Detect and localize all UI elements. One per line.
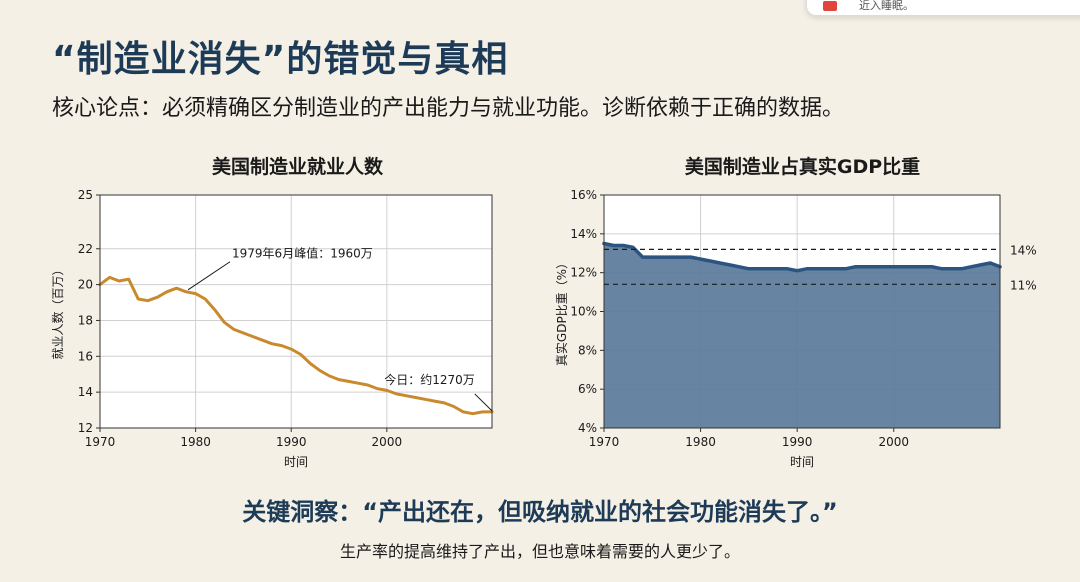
y-tick-label: 22 [78,242,93,256]
y-tick-label: 16 [78,349,93,363]
y-tick-label: 8% [578,343,597,357]
y-tick-label: 14% [570,227,597,241]
plot-frame [99,194,493,429]
today-annotation: 今日：约1270万 [384,372,475,387]
notification-toast[interactable]: 近入睡眠。 [806,0,1080,16]
gdp-share-chart: 1970 1980 1990 2000 4% 6% 8% 10% 12% 14% 16% 时间 真实GD… [554,188,1037,469]
y-axis-label: 真实GDP比重（%） [554,257,569,366]
x-tick-label: 1990 [276,435,307,449]
key-insight: 关键洞察：“产出还在，但吸纳就业的社会功能消失了。” [242,498,838,526]
x-tick-label: 2000 [878,435,909,449]
x-tick-label: 1990 [782,435,813,449]
key-insight-detail: 生产率的提高维持了产出，但也意味着需要的人更少了。 [339,542,740,561]
y-tick-label: 12% [570,266,597,280]
employment-chart: 1970 1980 1990 2000 12 14 16 18 20 22 25 时间 就业人数（百万）… [50,188,494,469]
employment-chart-title: 美国制造业就业人数 [211,156,383,178]
x-axis-label: 时间 [284,455,308,469]
x-axis-label: 时间 [790,455,814,469]
x-tick-label: 1980 [180,435,211,449]
gdp-share-area [604,243,1000,428]
page-title: “制造业消失”的错觉与真相 [52,39,509,80]
x-tick-label: 1980 [685,435,716,449]
peak-annotation: 1979年6月峰值：1960万 [232,246,373,261]
y-tick-label: 20 [78,278,93,292]
reference-line-label: 14% [1010,243,1037,257]
y-tick-label: 16% [570,188,597,202]
reference-line-label: 11% [1010,278,1037,292]
y-tick-label: 12 [78,421,93,435]
y-tick-label: 4% [578,421,597,435]
plot-area [100,195,492,428]
x-tick-label: 1970 [589,435,620,449]
page-subtitle: 核心论点：必须精确区分制造业的产出能力与就业功能。诊断依赖于正确的数据。 [52,96,845,121]
y-tick-label: 14 [78,385,93,399]
gdp-chart-title: 美国制造业占真实GDP比重 [684,156,921,178]
employment-line [98,275,494,416]
y-tick-label: 18 [78,313,93,327]
gdp-share-line [602,241,1002,273]
y-tick-label: 6% [578,382,597,396]
y-tick-label: 25 [78,188,93,202]
x-tick-label: 1970 [85,435,116,449]
x-tick-label: 2000 [372,435,403,449]
peak-annotation-pointer [187,261,231,291]
app-icon [823,1,837,11]
toast-text: 近入睡眠。 [859,0,914,12]
y-axis-label: 就业人数（百万） [50,263,65,359]
y-tick-label: 10% [570,305,597,319]
today-annotation-pointer [474,393,493,412]
